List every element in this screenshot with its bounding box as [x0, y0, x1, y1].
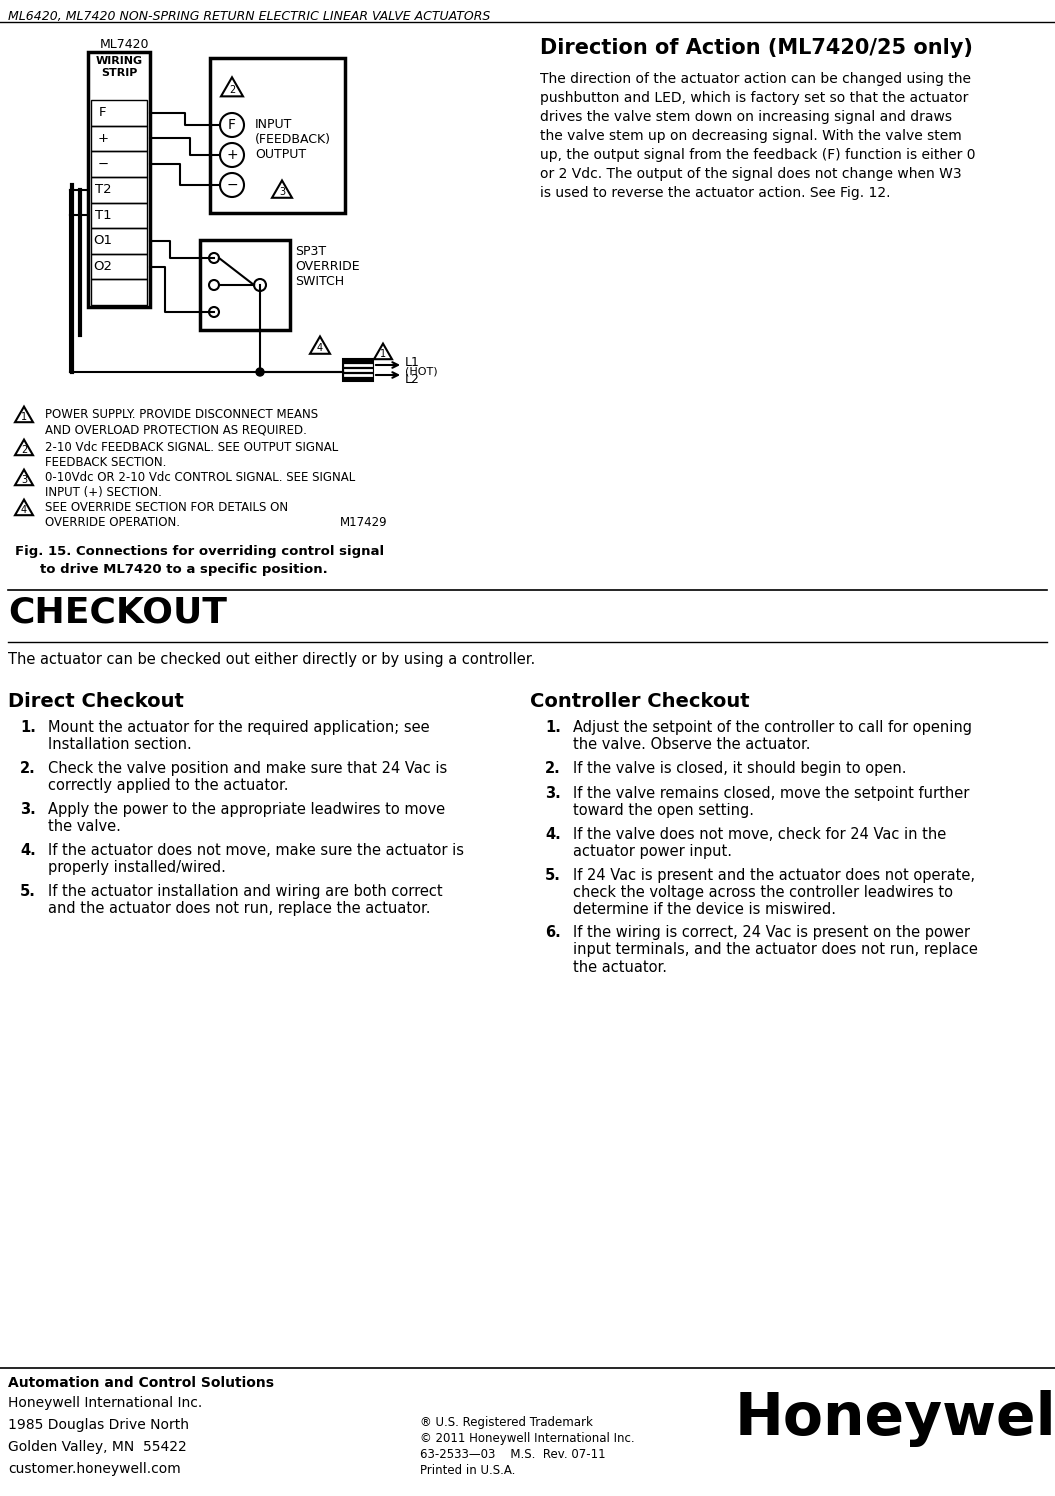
Text: If the valve does not move, check for 24 Vac in the
actuator power input.: If the valve does not move, check for 24… [573, 826, 946, 859]
Bar [91, 254, 147, 280]
Text: 3.: 3. [545, 785, 561, 800]
Text: 2.: 2. [545, 761, 561, 776]
Text: 1.: 1. [20, 720, 36, 735]
Bar [88, 52, 150, 307]
Text: Honeywell International Inc.: Honeywell International Inc. [8, 1396, 203, 1411]
Text: Direction of Action (ML7420/25 only): Direction of Action (ML7420/25 only) [540, 37, 973, 58]
Text: Check the valve position and make sure that 24 Vac is
correctly applied to the a: Check the valve position and make sure t… [47, 761, 447, 793]
Text: SP3T
OVERRIDE
SWITCH: SP3T OVERRIDE SWITCH [295, 245, 360, 289]
Bar [210, 58, 345, 212]
Text: 3.: 3. [20, 802, 36, 817]
Text: If the wiring is correct, 24 Vac is present on the power
input terminals, and th: If the wiring is correct, 24 Vac is pres… [573, 925, 978, 975]
Text: If the valve is closed, it should begin to open.: If the valve is closed, it should begin … [573, 761, 906, 776]
Text: © 2011 Honeywell International Inc.: © 2011 Honeywell International Inc. [420, 1432, 635, 1445]
Text: F: F [228, 118, 236, 132]
Text: −: − [226, 178, 237, 191]
Circle shape [256, 368, 264, 375]
Text: 3: 3 [21, 476, 27, 485]
Text: 63-2533—03    M.S.  Rev. 07-11: 63-2533—03 M.S. Rev. 07-11 [420, 1448, 606, 1462]
Bar [91, 202, 147, 227]
Text: If the actuator does not move, make sure the actuator is
properly installed/wire: If the actuator does not move, make sure… [47, 844, 464, 875]
Text: L1: L1 [405, 356, 420, 368]
Text: Adjust the setpoint of the controller to call for opening
the valve. Observe the: Adjust the setpoint of the controller to… [573, 720, 972, 752]
Text: SEE OVERRIDE SECTION FOR DETAILS ON
OVERRIDE OPERATION.: SEE OVERRIDE SECTION FOR DETAILS ON OVER… [45, 501, 288, 530]
Text: to drive ML7420 to a specific position.: to drive ML7420 to a specific position. [40, 562, 328, 576]
Text: −: − [97, 157, 109, 171]
Text: POWER SUPPLY. PROVIDE DISCONNECT MEANS
AND OVERLOAD PROTECTION AS REQUIRED.: POWER SUPPLY. PROVIDE DISCONNECT MEANS A… [45, 408, 319, 435]
Text: CHECKOUT: CHECKOUT [8, 595, 227, 628]
Text: O1: O1 [94, 235, 113, 247]
Text: F: F [99, 106, 107, 120]
Text: +: + [226, 148, 237, 162]
Text: 1.: 1. [545, 720, 561, 735]
Text: ML6420, ML7420 NON-SPRING RETURN ELECTRIC LINEAR VALVE ACTUATORS: ML6420, ML7420 NON-SPRING RETURN ELECTRI… [8, 10, 491, 22]
Text: M17429: M17429 [340, 516, 387, 530]
Text: 2: 2 [229, 85, 235, 96]
Text: The direction of the actuator action can be changed using the
pushbutton and LED: The direction of the actuator action can… [540, 72, 976, 199]
Bar [91, 126, 147, 151]
Bar [91, 280, 147, 305]
Text: 4: 4 [21, 506, 27, 515]
Text: 1: 1 [380, 349, 386, 359]
Bar [91, 227, 147, 254]
Text: If the actuator installation and wiring are both correct
and the actuator does n: If the actuator installation and wiring … [47, 884, 443, 917]
Text: Fig. 15. Connections for overriding control signal: Fig. 15. Connections for overriding cont… [15, 545, 384, 558]
Text: 5.: 5. [20, 884, 36, 899]
Text: ML7420: ML7420 [100, 37, 150, 51]
Text: Direct Checkout: Direct Checkout [8, 693, 184, 711]
Text: 6.: 6. [545, 925, 561, 939]
Text: Printed in U.S.A.: Printed in U.S.A. [420, 1465, 516, 1477]
Text: If the valve remains closed, move the setpoint further
toward the open setting.: If the valve remains closed, move the se… [573, 785, 970, 818]
Text: +: + [97, 132, 109, 145]
Bar [343, 359, 373, 381]
Text: customer.honeywell.com: customer.honeywell.com [8, 1462, 180, 1477]
Text: T1: T1 [95, 209, 112, 221]
Bar [91, 100, 147, 126]
Text: INPUT
(FEEDBACK)
OUTPUT: INPUT (FEEDBACK) OUTPUT [255, 118, 331, 162]
Text: 2: 2 [21, 446, 27, 455]
Bar [200, 239, 290, 331]
Text: If 24 Vac is present and the actuator does not operate,
check the voltage across: If 24 Vac is present and the actuator do… [573, 868, 975, 917]
Text: L2: L2 [405, 373, 420, 386]
Text: Automation and Control Solutions: Automation and Control Solutions [8, 1376, 274, 1390]
Text: 4: 4 [316, 343, 323, 353]
Text: 4.: 4. [545, 826, 561, 842]
Bar [91, 177, 147, 202]
Text: WIRING
STRIP: WIRING STRIP [95, 55, 142, 78]
Text: Mount the actuator for the required application; see
Installation section.: Mount the actuator for the required appl… [47, 720, 429, 752]
Text: (HOT): (HOT) [405, 367, 438, 375]
Bar [91, 151, 147, 177]
Text: 5.: 5. [545, 868, 561, 883]
Text: 2-10 Vdc FEEDBACK SIGNAL. SEE OUTPUT SIGNAL
FEEDBACK SECTION.: 2-10 Vdc FEEDBACK SIGNAL. SEE OUTPUT SIG… [45, 441, 339, 470]
Text: 4.: 4. [20, 844, 36, 859]
Text: Golden Valley, MN  55422: Golden Valley, MN 55422 [8, 1441, 187, 1454]
Text: 3: 3 [279, 187, 285, 197]
Text: 1: 1 [21, 413, 27, 422]
Text: ® U.S. Registered Trademark: ® U.S. Registered Trademark [420, 1417, 593, 1429]
Text: 2.: 2. [20, 761, 36, 776]
Text: 1985 Douglas Drive North: 1985 Douglas Drive North [8, 1418, 189, 1432]
Text: T2: T2 [95, 183, 112, 196]
Text: Apply the power to the appropriate leadwires to move
the valve.: Apply the power to the appropriate leadw… [47, 802, 445, 835]
Text: O2: O2 [94, 260, 113, 274]
Text: The actuator can be checked out either directly or by using a controller.: The actuator can be checked out either d… [8, 652, 535, 667]
Text: Controller Checkout: Controller Checkout [530, 693, 750, 711]
Text: 0-10Vdc OR 2-10 Vdc CONTROL SIGNAL. SEE SIGNAL
INPUT (+) SECTION.: 0-10Vdc OR 2-10 Vdc CONTROL SIGNAL. SEE … [45, 471, 356, 500]
Text: Honeywell: Honeywell [735, 1390, 1055, 1447]
